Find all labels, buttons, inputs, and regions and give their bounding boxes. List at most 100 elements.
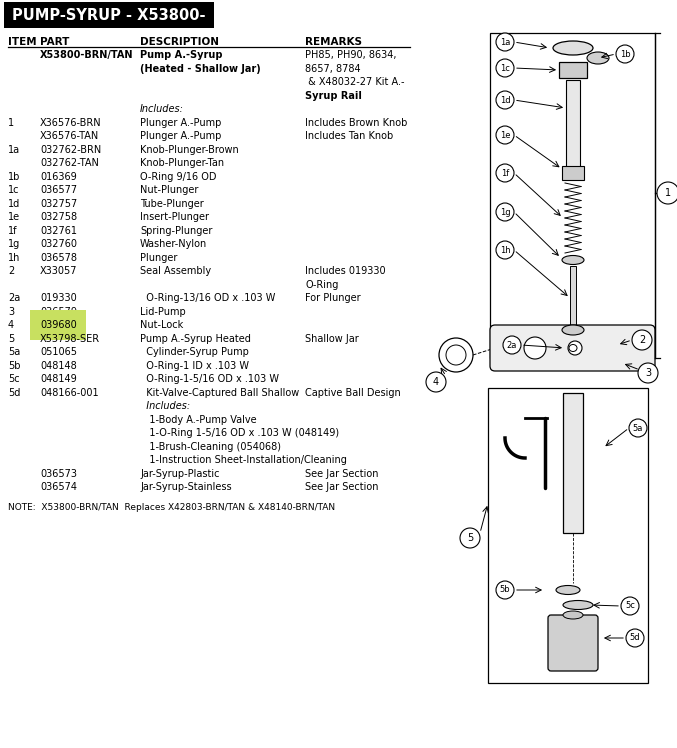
Circle shape — [496, 203, 514, 221]
Text: Pump A.-Syrup: Pump A.-Syrup — [140, 50, 223, 60]
Text: 032760: 032760 — [40, 239, 77, 249]
Text: See Jar Section: See Jar Section — [305, 482, 378, 492]
Text: 036579: 036579 — [40, 307, 77, 316]
Text: Shallow Jar: Shallow Jar — [305, 334, 359, 343]
Text: Tube-Plunger: Tube-Plunger — [140, 198, 204, 209]
Text: 1: 1 — [665, 188, 671, 198]
Text: 1d: 1d — [8, 198, 20, 209]
Text: 1-Body A.-Pump Valve: 1-Body A.-Pump Valve — [140, 414, 257, 425]
Circle shape — [621, 597, 639, 615]
Text: Kit-Valve-Captured Ball Shallow: Kit-Valve-Captured Ball Shallow — [140, 387, 299, 397]
Text: 1f: 1f — [501, 168, 509, 177]
Ellipse shape — [556, 586, 580, 595]
Text: 4: 4 — [433, 377, 439, 387]
Text: 1b: 1b — [619, 49, 630, 58]
Text: X33057: X33057 — [40, 266, 77, 276]
Text: 051065: 051065 — [40, 347, 77, 357]
Text: 2a: 2a — [507, 340, 517, 349]
Circle shape — [616, 45, 634, 63]
Text: X53798-SER: X53798-SER — [40, 334, 100, 343]
Circle shape — [496, 33, 514, 51]
Text: 019330: 019330 — [40, 293, 77, 303]
Text: 036574: 036574 — [40, 482, 77, 492]
Text: REMARKS: REMARKS — [305, 37, 362, 47]
Text: 1b: 1b — [8, 171, 20, 182]
Text: 5b: 5b — [8, 361, 20, 370]
Circle shape — [638, 363, 658, 383]
Text: 3: 3 — [8, 307, 14, 316]
Text: Knob-Plunger-Brown: Knob-Plunger-Brown — [140, 144, 239, 155]
Text: 016369: 016369 — [40, 171, 77, 182]
Text: 1g: 1g — [500, 207, 510, 216]
Circle shape — [496, 164, 514, 182]
Text: 5c: 5c — [625, 601, 635, 610]
Text: 036578: 036578 — [40, 253, 77, 263]
Text: For Plunger: For Plunger — [305, 293, 361, 303]
Ellipse shape — [446, 345, 466, 365]
FancyBboxPatch shape — [559, 62, 587, 78]
Text: DESCRIPTION: DESCRIPTION — [140, 37, 219, 47]
Bar — [563, 393, 583, 533]
Text: PART: PART — [40, 37, 69, 47]
Text: 1g: 1g — [8, 239, 20, 249]
Ellipse shape — [562, 256, 584, 265]
Bar — [488, 388, 648, 683]
Ellipse shape — [553, 41, 593, 55]
Text: Cylinder-Syrup Pump: Cylinder-Syrup Pump — [140, 347, 249, 357]
Text: Includes:: Includes: — [140, 401, 190, 411]
Text: 1f: 1f — [8, 225, 18, 236]
Text: 4: 4 — [8, 320, 14, 330]
Text: Knob-Plunger-Tan: Knob-Plunger-Tan — [140, 158, 224, 168]
Text: 1h: 1h — [500, 245, 510, 254]
Text: (Heated - Shallow Jar): (Heated - Shallow Jar) — [140, 64, 261, 73]
Text: O-Ring: O-Ring — [305, 280, 338, 289]
Text: 032758: 032758 — [40, 212, 77, 222]
Ellipse shape — [562, 325, 584, 335]
Text: 1d: 1d — [500, 96, 510, 105]
Text: 1c: 1c — [8, 185, 20, 195]
Text: ITEM: ITEM — [8, 37, 37, 47]
Text: Jar-Syrup-Plastic: Jar-Syrup-Plastic — [140, 468, 219, 479]
Text: O-Ring-1-5/16 OD x .103 W: O-Ring-1-5/16 OD x .103 W — [140, 374, 279, 384]
Circle shape — [503, 336, 521, 354]
Text: 036573: 036573 — [40, 468, 77, 479]
Text: 2: 2 — [8, 266, 14, 276]
Text: 2a: 2a — [8, 293, 20, 303]
Ellipse shape — [563, 611, 583, 619]
Text: Plunger: Plunger — [140, 253, 177, 263]
Text: 1h: 1h — [8, 253, 20, 263]
Text: Insert-Plunger: Insert-Plunger — [140, 212, 209, 222]
Text: PH85, PH90, 8634,: PH85, PH90, 8634, — [305, 50, 397, 60]
Text: 1a: 1a — [500, 37, 510, 46]
Text: 5b: 5b — [500, 586, 510, 595]
Text: 5a: 5a — [8, 347, 20, 357]
Text: 5: 5 — [467, 533, 473, 543]
Text: 048148: 048148 — [40, 361, 77, 370]
FancyBboxPatch shape — [548, 615, 598, 671]
Text: Syrup Rail: Syrup Rail — [305, 91, 362, 100]
Text: O-Ring 9/16 OD: O-Ring 9/16 OD — [140, 171, 217, 182]
Text: Nut-Lock: Nut-Lock — [140, 320, 183, 330]
Text: X53800-BRN/TAN: X53800-BRN/TAN — [40, 50, 133, 60]
Bar — [4, 2, 214, 28]
Circle shape — [496, 581, 514, 599]
Text: See Jar Section: See Jar Section — [305, 468, 378, 479]
Bar — [490, 33, 655, 358]
Text: NOTE:  X53800-BRN/TAN  Replaces X42803-BRN/TAN & X48140-BRN/TAN: NOTE: X53800-BRN/TAN Replaces X42803-BRN… — [8, 503, 335, 512]
Bar — [570, 266, 576, 333]
Text: Washer-Nylon: Washer-Nylon — [140, 239, 207, 249]
Text: PUMP-SYRUP - X53800-: PUMP-SYRUP - X53800- — [12, 7, 206, 22]
Text: 032761: 032761 — [40, 225, 77, 236]
Circle shape — [426, 372, 446, 392]
Text: Spring-Plunger: Spring-Plunger — [140, 225, 213, 236]
Text: 1e: 1e — [500, 130, 510, 139]
Circle shape — [629, 419, 647, 437]
Ellipse shape — [587, 52, 609, 64]
Text: 1-Instruction Sheet-Installation/Cleaning: 1-Instruction Sheet-Installation/Cleanin… — [140, 455, 347, 465]
Circle shape — [632, 330, 652, 350]
Text: 1e: 1e — [8, 212, 20, 222]
Circle shape — [496, 126, 514, 144]
Text: Includes:: Includes: — [140, 104, 184, 114]
Text: 5d: 5d — [8, 387, 20, 397]
Text: X36576-TAN: X36576-TAN — [40, 131, 100, 141]
